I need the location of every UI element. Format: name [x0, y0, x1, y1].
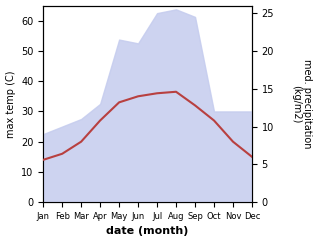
Y-axis label: med. precipitation
(kg/m2): med. precipitation (kg/m2) [291, 59, 313, 149]
X-axis label: date (month): date (month) [107, 227, 189, 236]
Y-axis label: max temp (C): max temp (C) [5, 70, 16, 138]
